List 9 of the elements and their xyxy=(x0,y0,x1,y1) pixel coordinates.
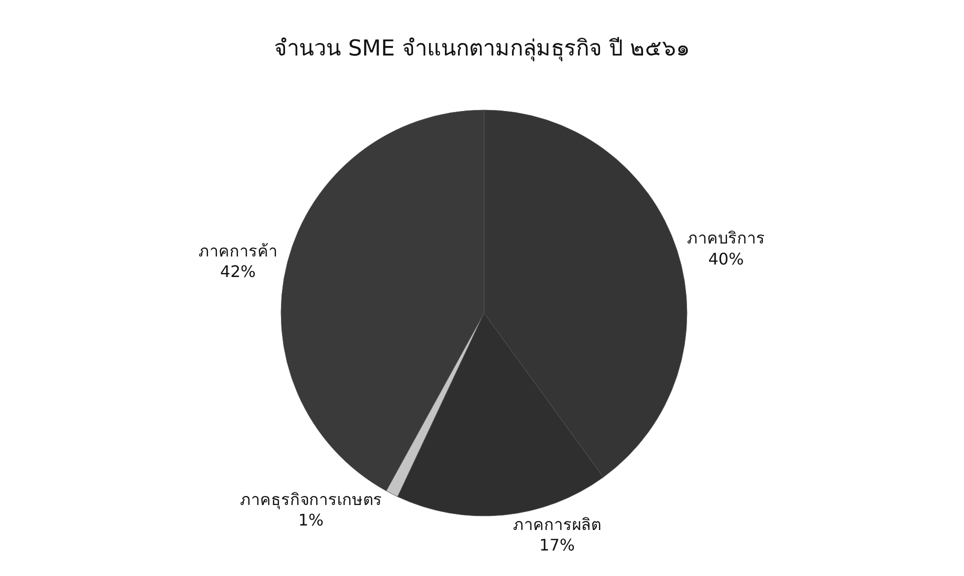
data-label: 1% xyxy=(298,510,324,530)
chart-title: จำนวน SME จำแนกตามกลุ่มธุรกิจ ปี ๒๕๖๑ xyxy=(274,36,690,62)
slice-label: ภาคการผลิต xyxy=(513,514,602,534)
data-label: 17% xyxy=(539,536,575,555)
slice-label: ภาคการค้า xyxy=(198,241,278,260)
slice-label: ภาคธุรกิจการเกษตร xyxy=(240,490,382,510)
data-label: 40% xyxy=(708,249,744,268)
data-label: 42% xyxy=(220,262,256,282)
slice-label: ภาคบริการ xyxy=(687,228,766,248)
